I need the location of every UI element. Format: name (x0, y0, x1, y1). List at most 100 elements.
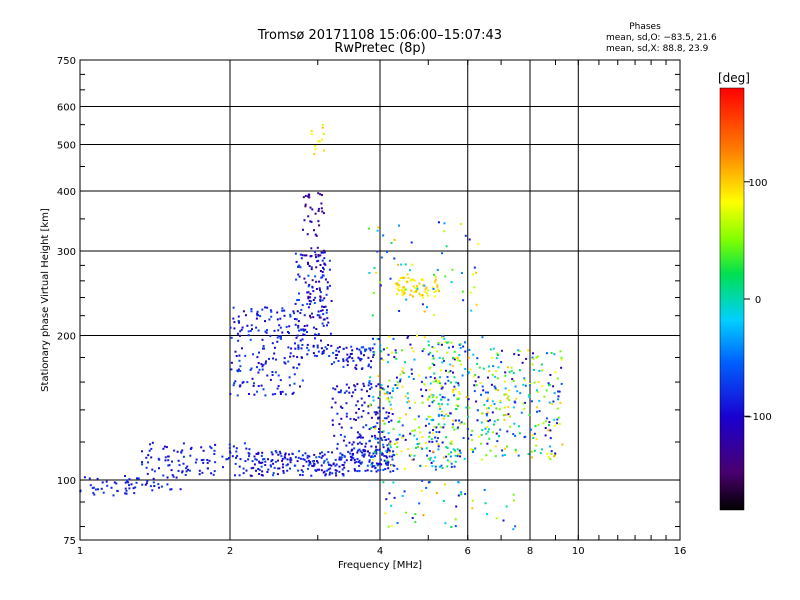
data-point (471, 448, 474, 451)
data-point (151, 468, 154, 471)
data-point (377, 375, 380, 378)
data-point (375, 462, 378, 465)
data-point (425, 286, 428, 289)
data-point (465, 396, 468, 399)
data-point (310, 247, 313, 250)
data-point (440, 464, 443, 467)
data-point (458, 359, 461, 362)
data-point (382, 419, 385, 422)
data-point (366, 464, 369, 467)
data-point (379, 386, 382, 389)
data-point (396, 283, 398, 285)
data-point (293, 312, 295, 315)
data-point (279, 391, 282, 393)
data-point (360, 442, 363, 445)
data-point (336, 347, 339, 350)
data-point (297, 363, 300, 366)
data-point (297, 273, 300, 276)
data-point (320, 207, 323, 210)
data-point (476, 362, 479, 365)
data-point (350, 456, 353, 459)
data-point (293, 382, 296, 385)
data-point (435, 468, 437, 471)
data-point (308, 299, 311, 302)
data-point (294, 456, 297, 459)
data-point (168, 464, 171, 467)
data-point (401, 367, 404, 370)
data-point (311, 208, 314, 211)
data-point (261, 461, 264, 464)
data-point (429, 416, 432, 418)
data-point (328, 268, 331, 271)
data-point (264, 394, 267, 397)
data-point (307, 291, 310, 294)
data-point (491, 373, 494, 376)
data-point (434, 456, 437, 459)
data-point (556, 407, 559, 410)
data-point (380, 350, 383, 353)
data-point (376, 337, 379, 340)
colorbar-tick-label: −100 (744, 412, 771, 423)
data-point (289, 355, 292, 358)
data-point (413, 418, 416, 421)
data-point (364, 445, 367, 448)
data-point (281, 466, 284, 469)
data-point (345, 390, 348, 393)
data-point (375, 385, 378, 388)
data-point (437, 381, 440, 384)
data-point (368, 459, 371, 462)
data-point (145, 466, 148, 469)
data-point (323, 257, 326, 260)
data-point (315, 355, 318, 357)
data-point (358, 448, 361, 451)
data-point (500, 361, 503, 364)
data-point (322, 132, 325, 135)
data-point (475, 271, 478, 274)
data-point (362, 382, 365, 385)
data-point (402, 293, 405, 296)
data-point (421, 278, 424, 281)
data-point (326, 469, 329, 472)
data-point (557, 398, 560, 401)
data-point (299, 312, 302, 314)
data-point (358, 470, 361, 473)
data-point (291, 452, 294, 455)
data-point (385, 391, 388, 394)
data-point (297, 346, 300, 349)
data-point (409, 343, 412, 346)
data-point (256, 366, 258, 369)
data-point (266, 471, 269, 473)
data-point (452, 389, 455, 392)
data-point (417, 415, 420, 418)
data-point (456, 448, 459, 451)
data-point (370, 383, 373, 386)
data-point (289, 461, 292, 464)
data-point (306, 353, 309, 356)
data-point (387, 385, 389, 388)
data-point (289, 458, 292, 461)
data-point (380, 451, 383, 454)
data-point (379, 462, 381, 465)
data-point (380, 437, 383, 440)
data-point (426, 454, 429, 457)
data-point (553, 418, 556, 421)
data-point (304, 194, 307, 197)
data-point (453, 385, 456, 388)
data-point (452, 391, 455, 393)
data-point (318, 468, 320, 471)
data-point (549, 437, 552, 440)
data-point (542, 422, 545, 425)
data-point (236, 394, 239, 397)
data-point (158, 486, 160, 489)
data-point (286, 469, 289, 472)
data-point (260, 363, 263, 366)
data-point (328, 259, 331, 262)
data-point (318, 224, 321, 227)
data-point (322, 266, 324, 269)
data-point (474, 374, 477, 376)
data-point (369, 376, 372, 379)
data-point (457, 382, 460, 385)
data-point (368, 227, 370, 230)
data-point (309, 314, 311, 317)
data-point (558, 390, 561, 393)
